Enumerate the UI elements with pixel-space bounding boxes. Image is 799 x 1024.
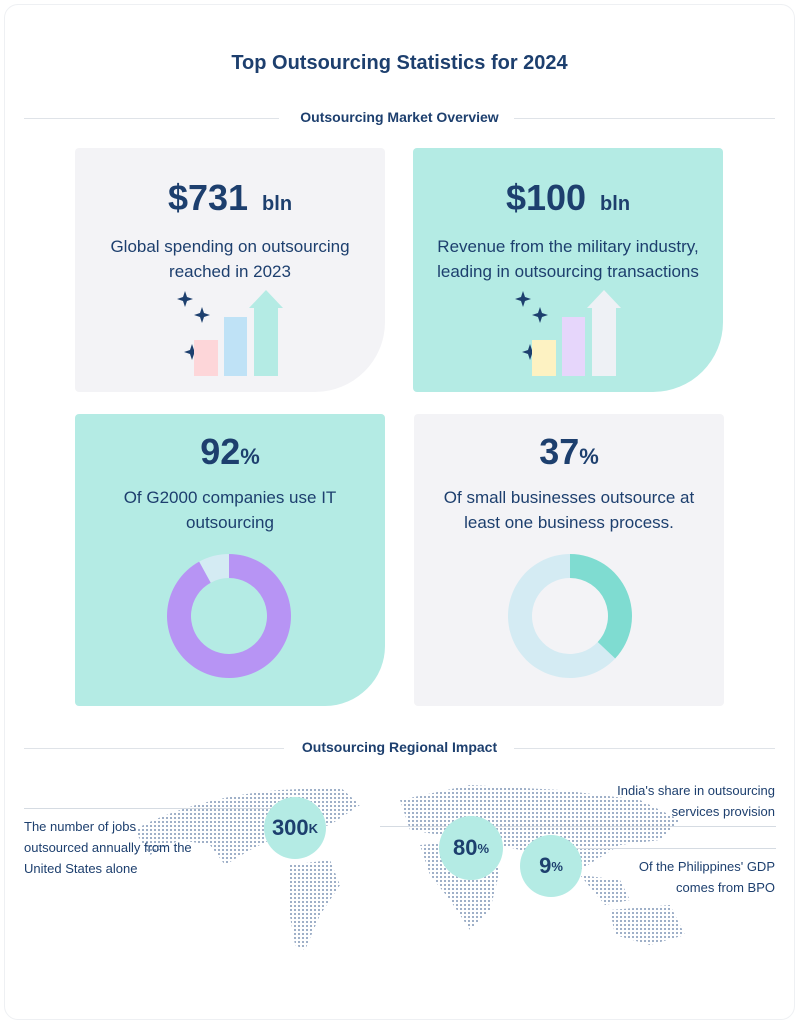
divider [514, 118, 775, 119]
india-share-bubble: 80% [439, 816, 503, 880]
infographic-frame [4, 4, 795, 1020]
stat-description: Of small businesses outsource at least on… [443, 488, 695, 532]
stat-value: $100 bln [505, 177, 631, 218]
divider [24, 118, 279, 119]
philippines-gdp-bubble: 9% [520, 835, 582, 897]
page-title: Top Outsourcing Statistics for 2024 [231, 52, 568, 74]
stat-value: 92% [200, 431, 260, 472]
stat-card-g2000: 92% Of G2000 companies use IT outsourcing [75, 414, 385, 706]
donut-remainder-segment [507, 554, 616, 678]
bar-growth-sparkle-icon [515, 290, 621, 376]
philippines-gdp-description: Of the Philippines' GDP comes from BPO [638, 859, 775, 895]
section-title: Outsourcing Regional Impact [301, 739, 498, 755]
connector-line [24, 808, 304, 809]
donut-chart-small-business [507, 554, 632, 678]
section-header-market: Outsourcing Market Overview [24, 109, 775, 129]
section-header-regional: Outsourcing Regional Impact [24, 739, 775, 759]
stat-description: Global spending on outsourcing reached in… [110, 237, 350, 281]
donut-value-segment [570, 554, 632, 659]
us-jobs-bubble: 300 K [264, 797, 326, 859]
donut-remainder-segment [199, 554, 229, 583]
donut-chart-g2000 [167, 554, 291, 678]
connector-line [380, 826, 776, 827]
stat-card-small-business: 37% Of small businesses outsource at leas… [414, 414, 724, 706]
connector-line [540, 848, 776, 849]
stat-card-global-spending: $731 bln Global spending on outsourcing re… [75, 148, 385, 392]
bar-growth-sparkle-icon [177, 290, 283, 376]
us-jobs-description: The number of jobs outsourced annually fr… [24, 819, 192, 876]
india-share-description: India's share in outsourcing services pro… [617, 783, 775, 819]
divider [514, 748, 775, 749]
divider [24, 748, 284, 749]
stat-card-military-revenue: $100 bln Revenue from the military indust… [413, 148, 723, 392]
section-title: Outsourcing Market Overview [300, 109, 499, 125]
stat-description: Revenue from the military industry, leadi… [437, 237, 699, 281]
donut-value-segment [167, 554, 291, 678]
stat-value: 37% [539, 431, 599, 472]
stat-description: Of G2000 companies use IT outsourcing [123, 488, 337, 532]
stat-value: $731 bln [167, 177, 293, 218]
